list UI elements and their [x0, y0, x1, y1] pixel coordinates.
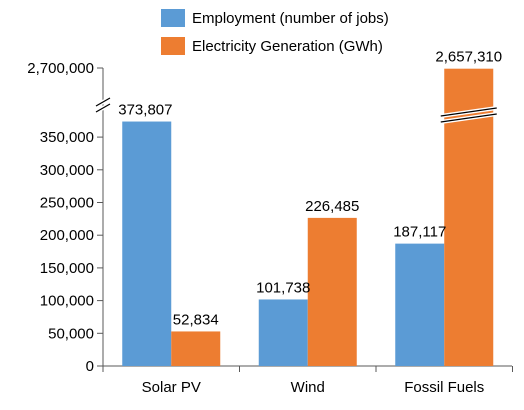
y-tick-label: 300,000: [40, 162, 94, 179]
axis-break-marks: [95, 96, 498, 124]
y-tick-label: 200,000: [40, 227, 94, 244]
legend-item-0: Employment (number of jobs): [161, 9, 389, 27]
data-label: 226,485: [305, 198, 359, 215]
y-tick-label: 150,000: [40, 260, 94, 277]
legend-label: Electricity Generation (GWh): [192, 38, 383, 55]
bar-electricity-0: [171, 331, 221, 366]
chart-legend: Employment (number of jobs) Electricity G…: [161, 9, 389, 55]
data-label: 373,807: [118, 102, 172, 119]
legend-swatch: [161, 9, 185, 27]
axis-break-mark: [440, 106, 498, 124]
chart-axes: 0 50,000 100,000 150,000 200,000 250,000 300,0…: [27, 60, 513, 396]
data-label: 52,834: [173, 311, 219, 328]
x-category-label: Solar PV: [142, 379, 201, 396]
chart-bars: [122, 68, 494, 367]
x-category-label: Fossil Fuels: [404, 379, 484, 396]
y-tick-label: 0: [86, 358, 94, 375]
legend-item-1: Electricity Generation (GWh): [161, 37, 383, 55]
y-tick-label: 50,000: [48, 325, 94, 342]
y-tick-label: 250,000: [40, 195, 94, 212]
data-label: 2,657,310: [435, 49, 502, 66]
bar-employment-0: [122, 121, 172, 367]
chart-data-labels: 373,807 101,738 187,117 52,834 226,485 2,657,…: [118, 49, 502, 329]
y-tick-label: 100,000: [40, 293, 94, 310]
x-category-label: Wind: [291, 379, 325, 396]
data-label: 187,117: [393, 224, 446, 241]
legend-label: Employment (number of jobs): [192, 10, 389, 27]
bar-electricity-1: [307, 217, 357, 366]
axis-break-mark: [95, 96, 111, 114]
bar-employment-1: [258, 299, 308, 366]
legend-swatch: [161, 37, 185, 55]
bar-employment-2: [395, 243, 445, 366]
y-tick-label-top: 2,700,000: [27, 60, 94, 77]
y-tick-label: 350,000: [40, 129, 94, 146]
data-label: 101,738: [256, 279, 310, 296]
